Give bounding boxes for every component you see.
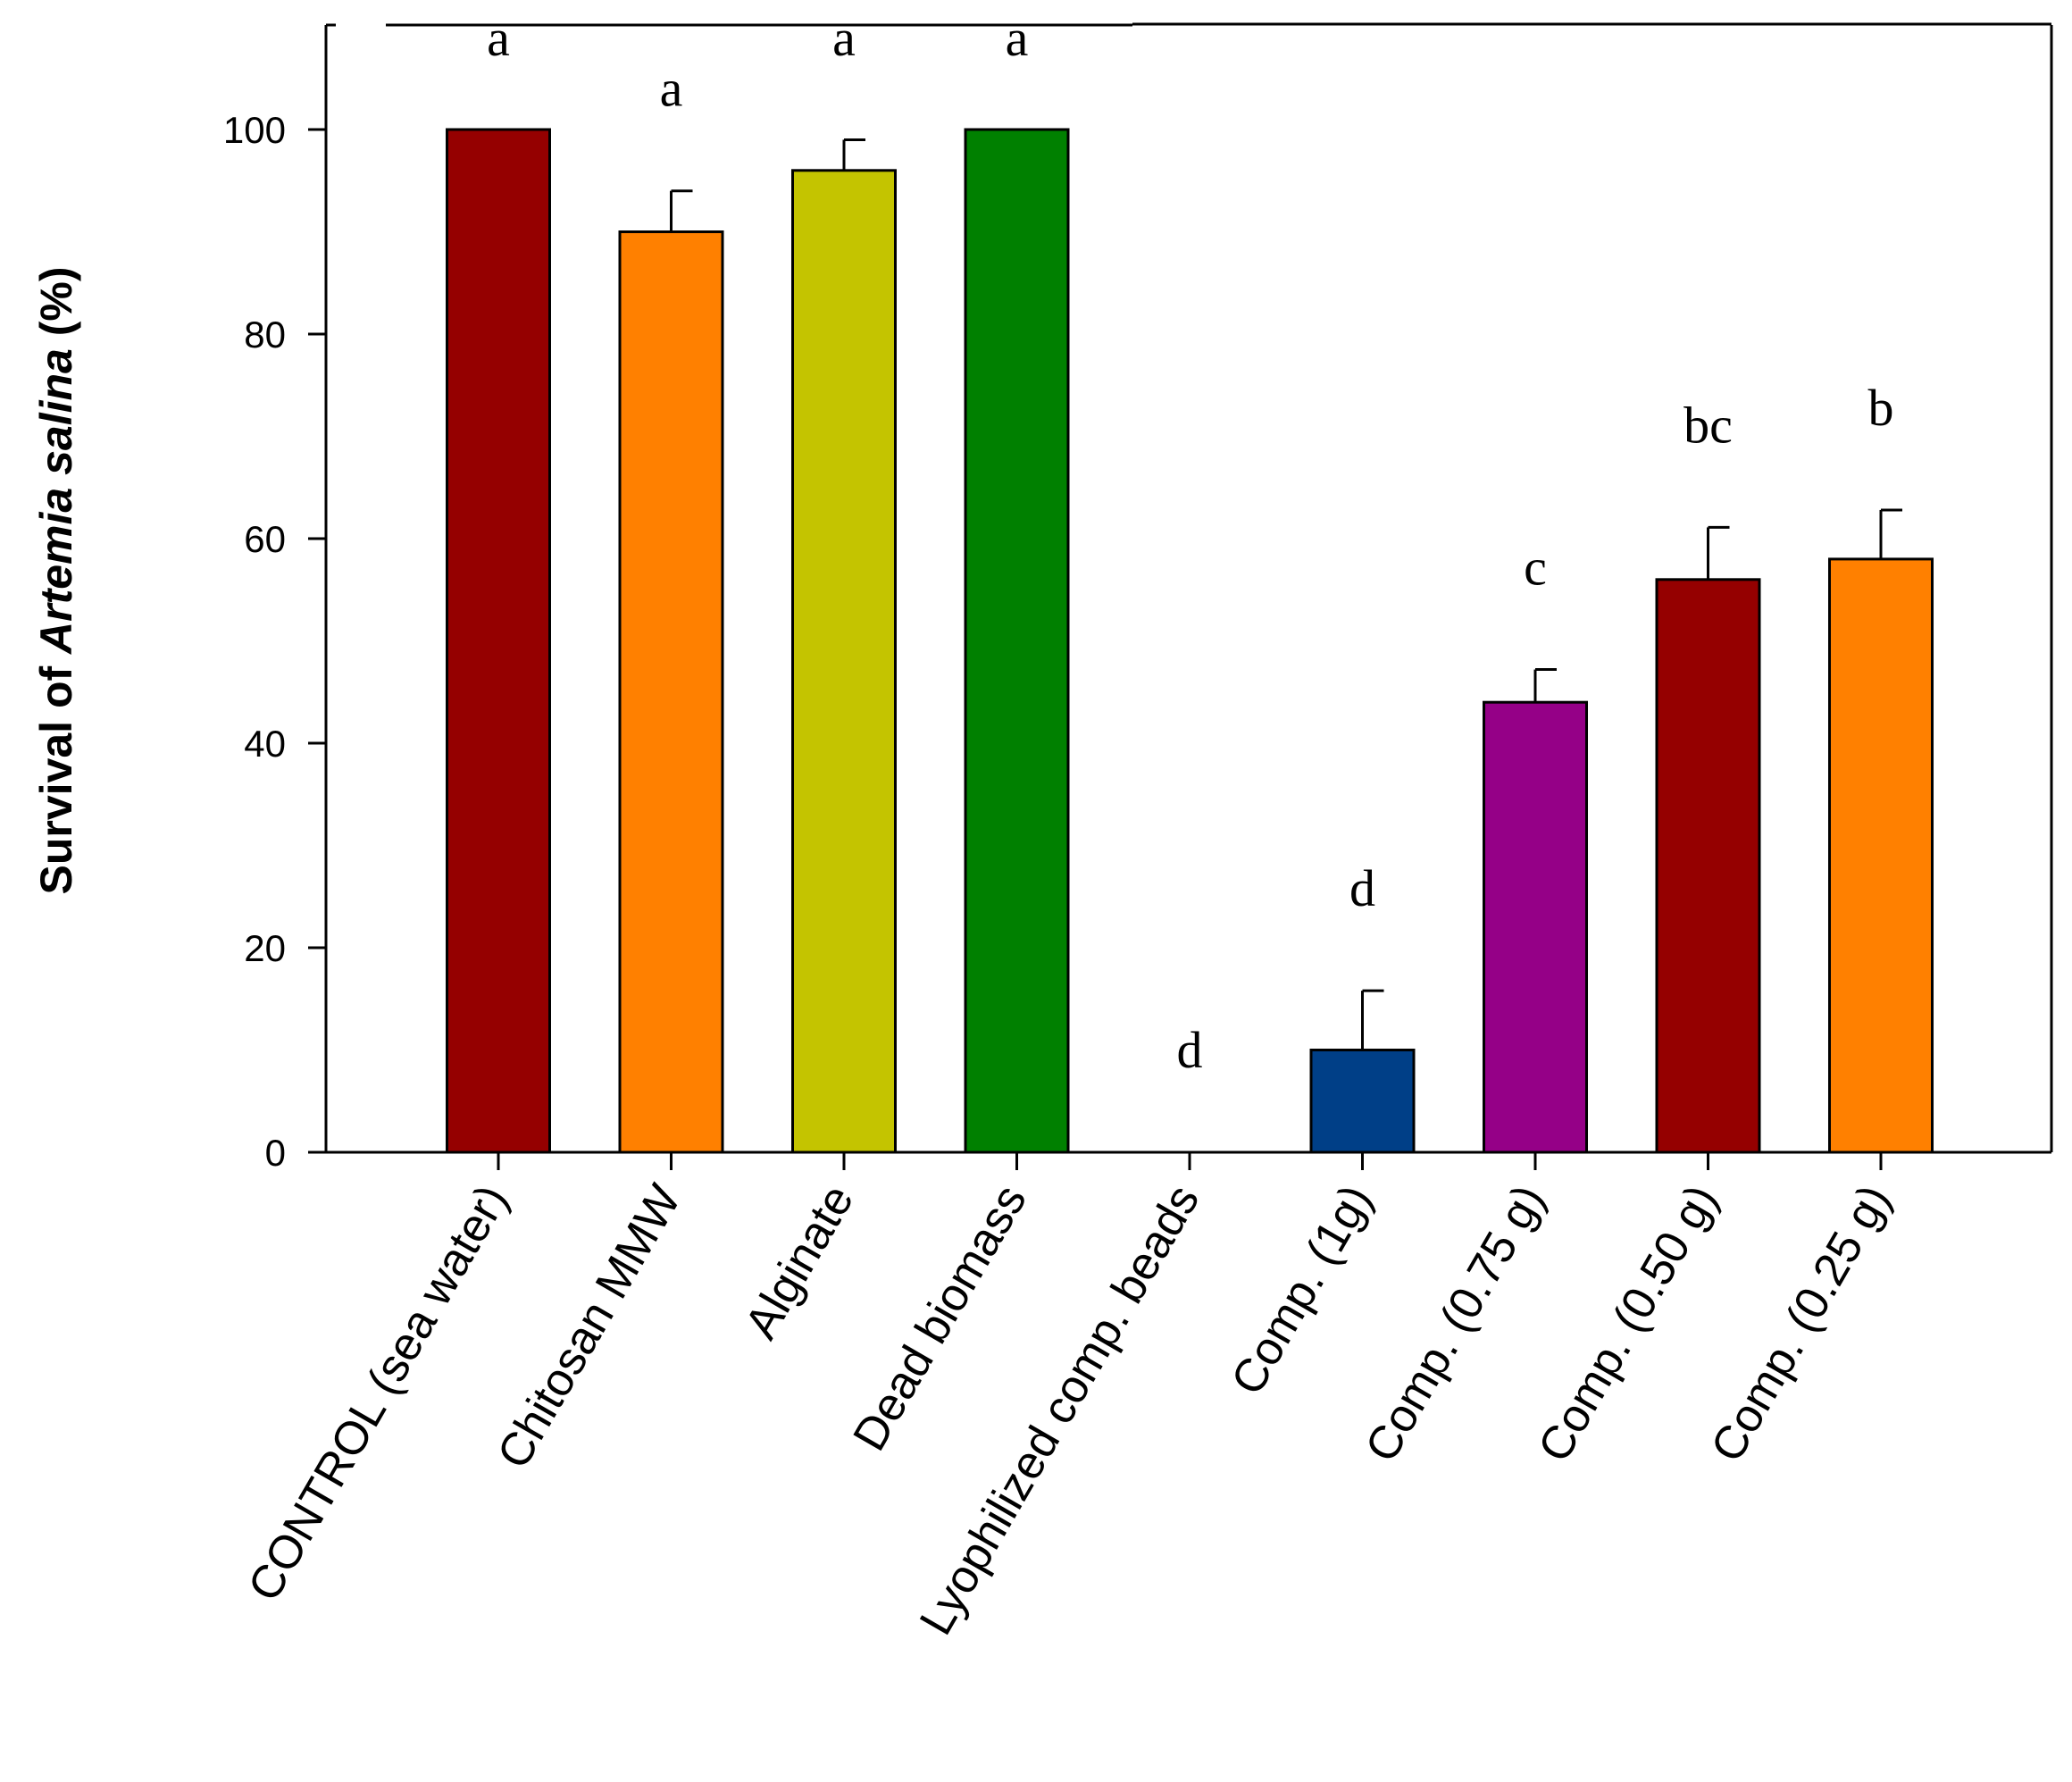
- x-category-label: Dead biomass: [843, 1176, 1036, 1460]
- y-tick-label: 80: [244, 314, 286, 356]
- y-tick-label: 60: [244, 518, 286, 560]
- bar: [1483, 700, 1588, 1154]
- bar: [1828, 557, 1934, 1154]
- y-tick-label: 0: [265, 1132, 286, 1174]
- x-category-label: Alginate: [735, 1176, 864, 1348]
- y-tick-label: 100: [223, 109, 286, 151]
- significance-letter: c: [1524, 539, 1547, 597]
- significance-letter: b: [1868, 379, 1894, 437]
- x-category-label: Chitosan MMW: [488, 1176, 691, 1477]
- significance-letter: a: [832, 9, 856, 67]
- significance-letter: bc: [1684, 396, 1733, 454]
- x-category-label: Comp. (0.50 g): [1528, 1176, 1728, 1470]
- significance-letter: d: [1349, 859, 1375, 917]
- x-category-label: Comp. (0.75 g): [1356, 1176, 1556, 1470]
- bar: [1309, 1049, 1416, 1154]
- significance-letter: a: [660, 60, 683, 118]
- x-category-label: Comp. (0.25 g): [1701, 1176, 1901, 1470]
- x-category-label: Comp. (1g): [1222, 1176, 1383, 1403]
- significance-letter: a: [1006, 9, 1029, 67]
- significance-letter: a: [487, 9, 510, 67]
- y-tick-label: 40: [244, 723, 286, 765]
- bar: [618, 230, 724, 1154]
- significance-letter: d: [1177, 1021, 1203, 1079]
- bar: [1655, 578, 1761, 1154]
- x-category-label: CONTROL (sea water): [238, 1176, 519, 1610]
- bar: [791, 169, 897, 1154]
- y-axis-label: Survival of Artemia salina (%): [31, 266, 81, 894]
- bar: [964, 128, 1070, 1154]
- bar: [446, 128, 551, 1154]
- plot-frame: [324, 22, 2053, 1154]
- y-tick-label: 20: [244, 927, 286, 969]
